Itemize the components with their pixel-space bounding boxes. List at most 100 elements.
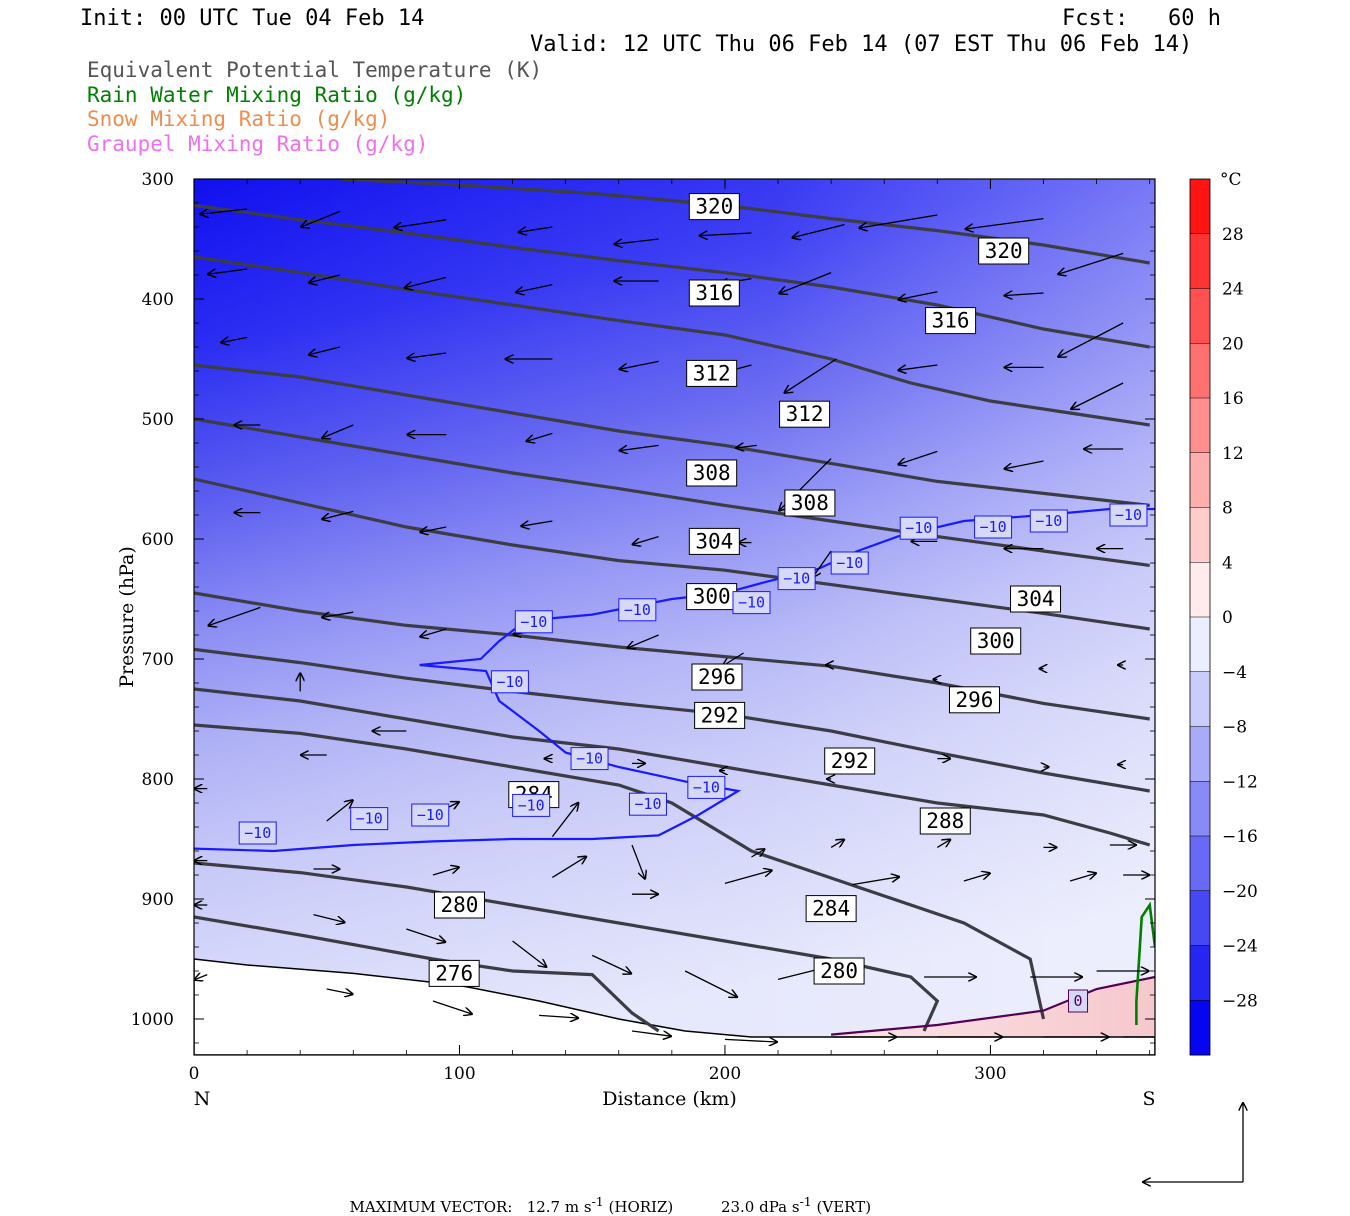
wind-vector bbox=[552, 857, 586, 878]
max-vector-horizontal: 12.7 m s bbox=[526, 1198, 592, 1216]
x-tick-label: 100 bbox=[443, 1064, 475, 1084]
temperature-label-box bbox=[1109, 503, 1148, 527]
endpoint-north: N bbox=[194, 1088, 211, 1110]
wind-vector bbox=[519, 226, 553, 232]
temperature-label-box bbox=[899, 516, 938, 540]
theta-e-label-box bbox=[688, 279, 740, 307]
temperature-contour-0 bbox=[831, 975, 1155, 1036]
theta-e-label-box bbox=[691, 663, 743, 691]
wind-vector bbox=[516, 283, 553, 293]
wind-vector bbox=[724, 1039, 777, 1042]
wind-vector bbox=[420, 628, 447, 637]
theta-e-label-box bbox=[428, 959, 480, 987]
theta-e-label: 304 bbox=[1017, 587, 1055, 611]
wind-vector bbox=[406, 928, 445, 942]
temperature-label: −10 bbox=[738, 594, 765, 612]
colorbar-segment bbox=[1190, 398, 1210, 454]
temperature-label-box bbox=[512, 793, 551, 817]
wind-vector bbox=[432, 867, 459, 876]
wind-vector bbox=[813, 550, 832, 577]
colorbar-segment bbox=[1190, 343, 1210, 399]
colorbar-label: −20 bbox=[1222, 882, 1258, 902]
y-tick-label: 600 bbox=[142, 530, 174, 550]
theta-e-label-box bbox=[784, 489, 836, 517]
temperature-label-box bbox=[732, 591, 771, 615]
temperature-label: −10 bbox=[905, 519, 932, 537]
theta-e-label: 280 bbox=[441, 893, 479, 917]
colorbar-label: −4 bbox=[1222, 663, 1247, 683]
colorbar-segment bbox=[1190, 1000, 1210, 1056]
wind-vector bbox=[784, 358, 837, 393]
colorbar-segment bbox=[1190, 671, 1210, 727]
theta-e-label-box bbox=[805, 895, 857, 923]
wind-vector bbox=[194, 975, 208, 980]
wind-vector bbox=[521, 520, 553, 526]
y-tick-label: 900 bbox=[142, 890, 174, 910]
wind-vector bbox=[966, 217, 1044, 229]
colorbar-segment bbox=[1190, 507, 1210, 563]
colorbar-label: 12 bbox=[1222, 444, 1244, 464]
wind-vector bbox=[405, 276, 447, 287]
max-vector-vertical: 23.0 dPa s bbox=[720, 1198, 800, 1216]
plot-frame bbox=[193, 178, 1156, 1056]
wind-vector bbox=[936, 840, 950, 848]
colorbar-segment bbox=[1190, 836, 1210, 892]
max-vector-label: MAXIMUM VECTOR: bbox=[349, 1198, 513, 1216]
y-axis-title: Pressure (hPa) bbox=[116, 546, 138, 688]
theta-e-label: 300 bbox=[693, 585, 731, 609]
theta-e-label-box bbox=[919, 807, 971, 835]
temperature-label-box bbox=[628, 792, 667, 816]
wind-vector bbox=[407, 352, 447, 358]
temperature-contour--10 bbox=[194, 507, 1155, 853]
endpoint-south: S bbox=[1142, 1088, 1155, 1110]
wind-vector bbox=[208, 606, 261, 625]
wind-vector bbox=[830, 840, 844, 848]
x-axis-title: Distance (km) bbox=[602, 1088, 737, 1110]
temperature-label-box bbox=[514, 610, 553, 634]
y-tick-label: 1000 bbox=[131, 1010, 174, 1030]
theta-e-contour-280 bbox=[194, 861, 940, 1032]
theta-e-label: 312 bbox=[786, 402, 824, 426]
temperature-label-box bbox=[411, 803, 450, 827]
theta-e-label-box bbox=[686, 459, 738, 487]
theta-e-label: 308 bbox=[693, 461, 731, 485]
theta-e-label-box bbox=[433, 891, 485, 919]
colorbar-unit: °C bbox=[1220, 170, 1242, 190]
wind-vector bbox=[751, 849, 764, 858]
theta-e-label-box bbox=[1010, 585, 1062, 613]
temperature-label: −10 bbox=[1035, 512, 1062, 530]
theta-e-contour-316 bbox=[194, 203, 1150, 349]
wind-vector bbox=[1071, 382, 1124, 409]
colorbar-label: −16 bbox=[1222, 827, 1258, 847]
max-vector-footer: MAXIMUM VECTOR: 12.7 m s-1 (HORIZ) 23.0 … bbox=[340, 1176, 872, 1216]
temperature-label: −10 bbox=[576, 750, 603, 768]
colorbar-segment bbox=[1190, 288, 1210, 344]
theta-e-label: 316 bbox=[695, 281, 733, 305]
temperature-label: −10 bbox=[356, 810, 383, 828]
theta-e-label-box bbox=[694, 701, 746, 729]
colorbar-label: 4 bbox=[1222, 553, 1233, 573]
temperature-label: −10 bbox=[496, 673, 523, 691]
wind-vector bbox=[313, 913, 344, 923]
wind-vector bbox=[322, 510, 354, 519]
wind-vector bbox=[736, 445, 757, 448]
theta-e-label: 312 bbox=[693, 361, 731, 385]
temperature-label: −10 bbox=[1115, 506, 1142, 524]
wind-vector bbox=[591, 954, 631, 973]
theta-e-label: 316 bbox=[932, 309, 970, 333]
wind-vector bbox=[963, 873, 990, 882]
theta-e-contour-276 bbox=[194, 915, 660, 1033]
temperature-label: −10 bbox=[634, 795, 661, 813]
temperature-label: 0 bbox=[1073, 992, 1082, 1010]
theta-e-label: 308 bbox=[791, 491, 829, 515]
init-time-label: Init: 00 UTC Tue 04 Feb 14 bbox=[80, 6, 425, 31]
rain-water-contour bbox=[1135, 901, 1155, 1025]
wind-vector bbox=[898, 291, 938, 300]
y-tick-label: 800 bbox=[142, 770, 174, 790]
wind-vector bbox=[779, 271, 832, 294]
wind-vector bbox=[221, 337, 248, 342]
wind-vector bbox=[792, 223, 845, 238]
temperature-label-box bbox=[490, 670, 529, 694]
colorbar-segment bbox=[1190, 781, 1210, 837]
legend-theta-e: Equivalent Potential Temperature (K) bbox=[87, 58, 543, 82]
